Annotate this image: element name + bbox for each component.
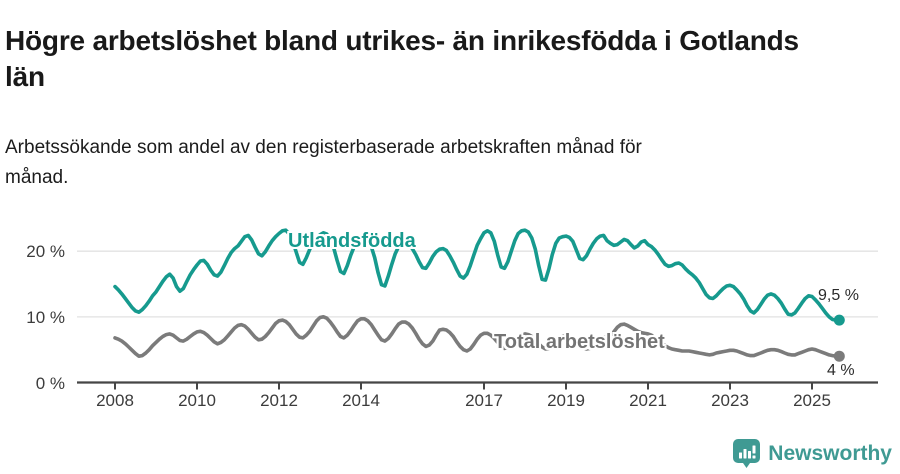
newsworthy-logo-icon xyxy=(733,439,761,468)
end-value-label-total: 4 % xyxy=(827,362,855,379)
series-label-utlandsfodda: Utlandsfödda xyxy=(288,230,416,252)
x-tick-label-2023: 2023 xyxy=(711,391,749,410)
series-line-1 xyxy=(113,314,842,359)
y-tick-label-0: 0 % xyxy=(35,374,65,393)
x-tick-label-2008: 2008 xyxy=(96,391,134,410)
x-tick-label-2017: 2017 xyxy=(465,391,503,410)
series-end-dot-0 xyxy=(833,314,845,326)
x-tick-label-2012: 2012 xyxy=(260,391,298,410)
series-end-dot-1 xyxy=(833,350,845,362)
series-label-total-arbetsloshet: Total arbetslöshet xyxy=(494,331,665,353)
newsworthy-brand-link[interactable]: Newsworthy xyxy=(732,438,892,469)
x-tick-label-2014: 2014 xyxy=(342,391,380,410)
page-title: Högre arbetslöshet bland utrikes- än inr… xyxy=(5,24,799,92)
y-tick-label-10: 10 % xyxy=(26,308,65,327)
x-tick-label-2019: 2019 xyxy=(547,391,585,410)
end-value-label-utlandsfodda: 9,5 % xyxy=(818,287,859,304)
brand-name: Newsworthy xyxy=(768,441,892,465)
x-tick-label-2010: 2010 xyxy=(178,391,216,410)
series-line-0 xyxy=(113,228,842,322)
y-tick-label-20: 20 % xyxy=(26,242,65,261)
x-tick-label-2021: 2021 xyxy=(629,391,667,410)
x-tick-label-2025: 2025 xyxy=(793,391,831,410)
chart-subtitle: Arbetssökande som andel av den registerb… xyxy=(5,137,642,188)
line-chart xyxy=(0,195,900,425)
